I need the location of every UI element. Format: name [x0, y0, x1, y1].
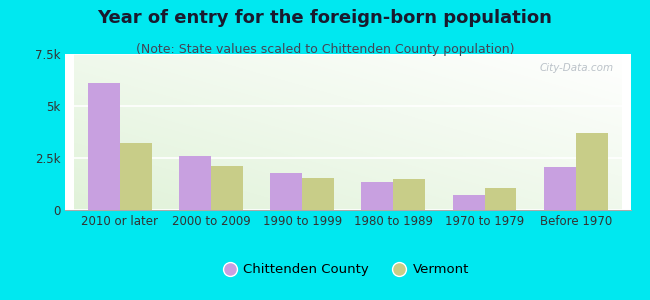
Bar	[393, 179, 425, 210]
Bar	[270, 172, 302, 210]
Bar	[484, 188, 517, 210]
Text: (Note: State values scaled to Chittenden County population): (Note: State values scaled to Chittenden…	[136, 44, 514, 56]
Bar	[361, 182, 393, 210]
Bar	[120, 143, 151, 210]
Bar	[452, 195, 484, 210]
Bar	[211, 166, 243, 210]
Bar	[576, 133, 608, 210]
Legend: Chittenden County, Vermont: Chittenden County, Vermont	[221, 258, 474, 281]
Bar	[179, 156, 211, 210]
Text: City-Data.com: City-Data.com	[540, 63, 614, 74]
Text: Year of entry for the foreign-born population: Year of entry for the foreign-born popul…	[98, 9, 552, 27]
Bar	[544, 167, 576, 210]
Bar	[88, 83, 120, 210]
Bar	[302, 178, 334, 210]
